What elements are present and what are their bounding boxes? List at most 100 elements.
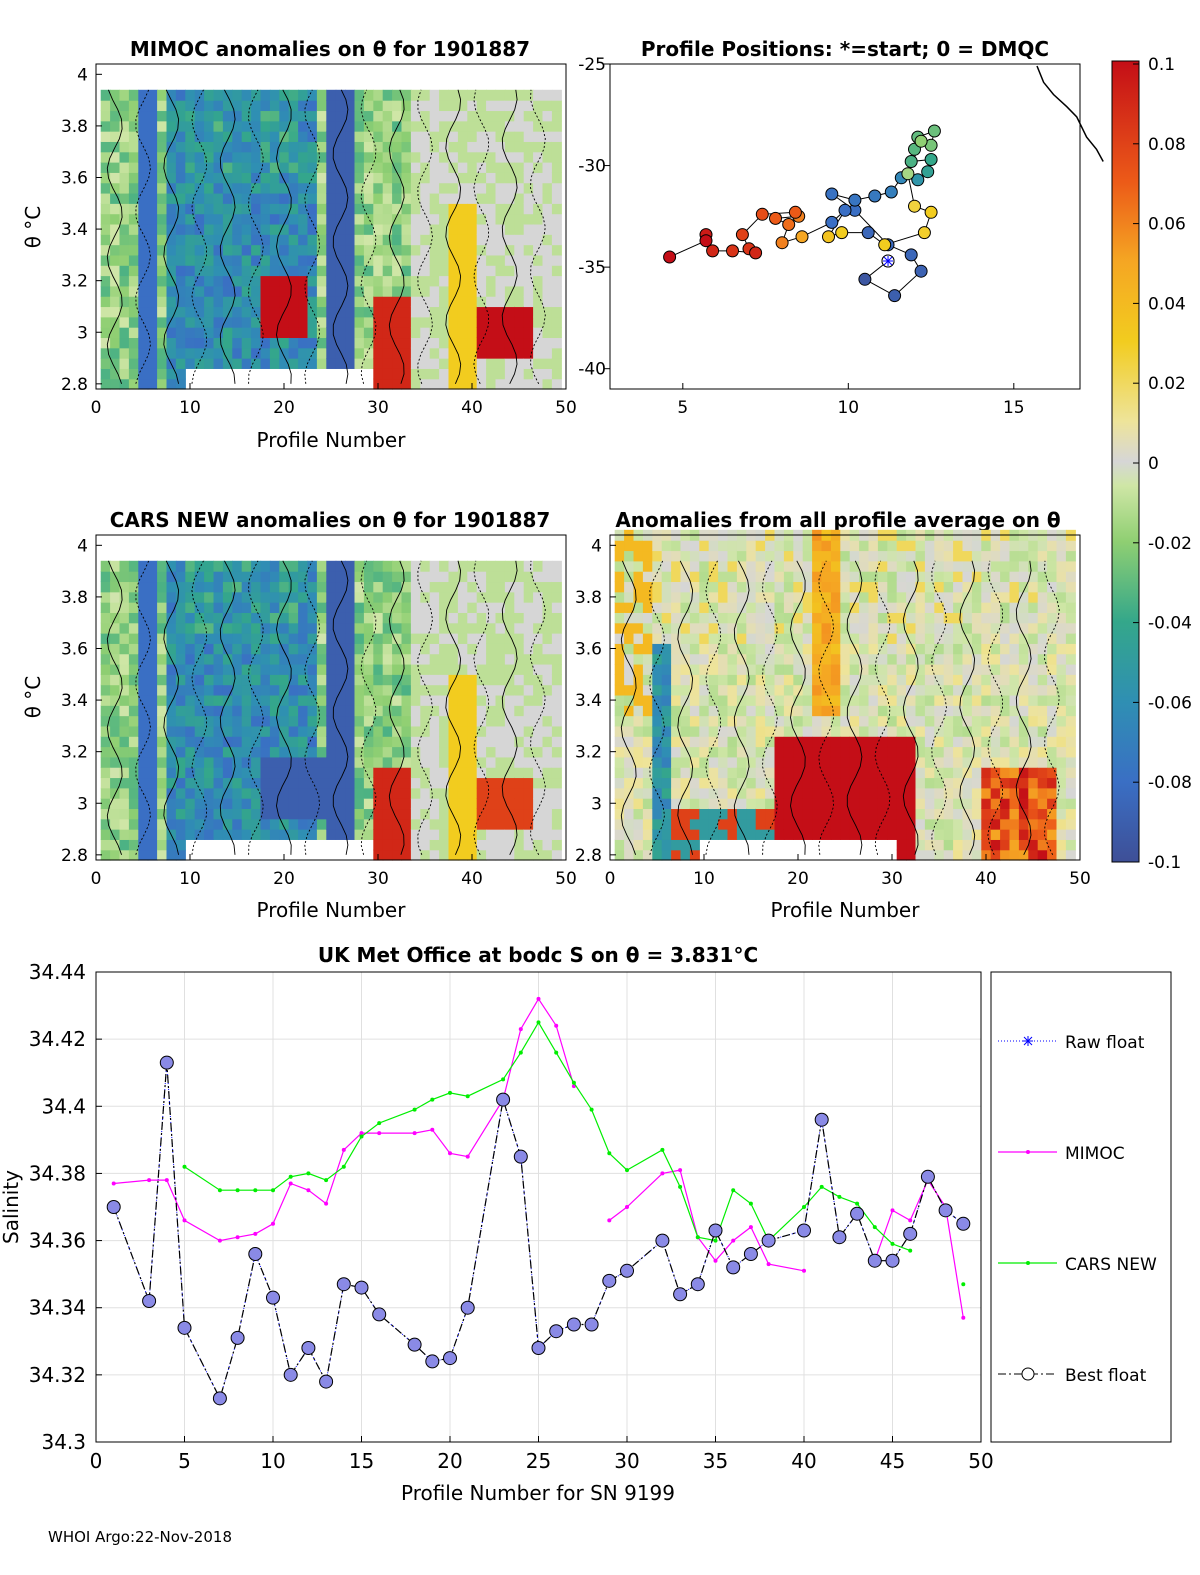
heatmap-cell (830, 756, 841, 768)
profile-position-marker (921, 165, 935, 179)
heatmap-cell (718, 705, 729, 717)
contour-line (388, 89, 405, 384)
heatmap-cell (204, 787, 215, 799)
heatmap-cell (736, 612, 747, 624)
heatmap-cell (476, 172, 487, 184)
heatmap-cell (689, 602, 700, 613)
heatmap-cell (382, 591, 393, 603)
heatmap-cell (486, 265, 497, 277)
heatmap-cell (514, 767, 525, 779)
heatmap-cell (175, 110, 186, 122)
heatmap-cell (298, 223, 309, 235)
heatmap-cell (222, 265, 233, 277)
heatmap-cell (110, 100, 121, 112)
heatmap-cell (476, 151, 487, 163)
heatmap-cell (708, 540, 719, 552)
heatmap-cell (382, 192, 393, 204)
heatmap-cell (551, 358, 562, 369)
cars-panel: CARS NEW anomalies on θ for 1901887 0 10 2… (21, 508, 577, 922)
heatmap-cell (962, 746, 973, 758)
heatmap-cell (279, 182, 290, 194)
heatmap-cell (382, 633, 393, 644)
heatmap-cell (260, 131, 271, 142)
heatmap-cell (859, 571, 870, 583)
heatmap-cell (429, 192, 440, 204)
heatmap-cell (335, 244, 346, 256)
heatmap-cell (448, 151, 459, 163)
heatmap-cell (514, 777, 525, 789)
contour-line (677, 560, 694, 855)
heatmap-cell (401, 777, 412, 789)
heatmap-cell (420, 560, 431, 572)
heatmap-cell (736, 694, 747, 706)
heatmap-cell (410, 829, 421, 840)
heatmap-cell (354, 736, 365, 748)
heatmap-cell (1009, 756, 1020, 768)
heatmap-cell (981, 560, 992, 572)
heatmap-cell (953, 777, 964, 789)
heatmap-cell (868, 787, 879, 799)
heatmap-cell (1028, 560, 1039, 572)
heatmap-cell (138, 192, 149, 204)
heatmap-cell (307, 131, 318, 142)
mimoc-point (731, 1238, 736, 1243)
best-float-point (850, 1206, 865, 1221)
heatmap-cell (802, 715, 813, 727)
heatmap-cell (1000, 715, 1011, 727)
heatmap-cell (241, 674, 252, 686)
heatmap-cell (392, 100, 403, 112)
profile-position-marker (782, 218, 796, 231)
profile-position-marker (769, 211, 782, 225)
heatmap-cell (222, 756, 233, 768)
heatmap-cell (476, 746, 487, 758)
heatmap-cell (448, 818, 459, 830)
heatmap-cell (934, 633, 945, 644)
heatmap-cell (260, 767, 271, 779)
heatmap-cell (868, 705, 879, 717)
heatmap-cell (642, 674, 653, 686)
heatmap-cell (812, 798, 823, 810)
heatmap-cell (175, 89, 186, 101)
heatmap-cell (708, 756, 719, 768)
heatmap-cell (633, 725, 644, 737)
heatmap-cell (345, 100, 356, 112)
heatmap-cell (971, 849, 982, 861)
cars-point (660, 1147, 665, 1152)
heatmap-cell (147, 131, 158, 142)
heatmap-cell (439, 849, 450, 861)
contour-line (790, 560, 806, 855)
heatmap-cell (410, 808, 421, 820)
heatmap-cell (840, 715, 851, 727)
heatmap-cell (671, 694, 682, 706)
heatmap-cell (373, 306, 384, 318)
heatmap-cell (363, 296, 374, 308)
heatmap-cell (175, 787, 186, 799)
heatmap-cell (354, 265, 365, 277)
heatmap-cell (943, 839, 954, 851)
heatmap-cell (1009, 767, 1020, 779)
y-tick-label: 3.8 (61, 588, 88, 608)
heatmap-cell (840, 746, 851, 758)
heatmap-cell (868, 591, 879, 603)
heatmap-cell (100, 285, 111, 297)
heatmap-cell (514, 674, 525, 686)
heatmap-cell (448, 89, 459, 101)
heatmap-cell (708, 725, 719, 737)
heatmap-cell (476, 633, 487, 644)
heatmap-cell (457, 767, 468, 779)
heatmap-cell (316, 653, 327, 665)
heatmap-cell (251, 203, 262, 215)
heatmap-cell (990, 653, 1001, 665)
heatmap-cell (269, 798, 280, 810)
heatmap-cell (204, 213, 215, 225)
heatmap-cell (671, 746, 682, 758)
heatmap-cell (298, 285, 309, 297)
heatmap-cell (1065, 560, 1076, 572)
heatmap-cell (335, 633, 346, 644)
heatmap-cell (298, 162, 309, 173)
heatmap-cell (1056, 550, 1067, 562)
heatmap-cell (232, 633, 243, 644)
heatmap-cell (251, 591, 262, 603)
heatmap-cell (288, 653, 299, 665)
heatmap-cell (877, 767, 888, 779)
